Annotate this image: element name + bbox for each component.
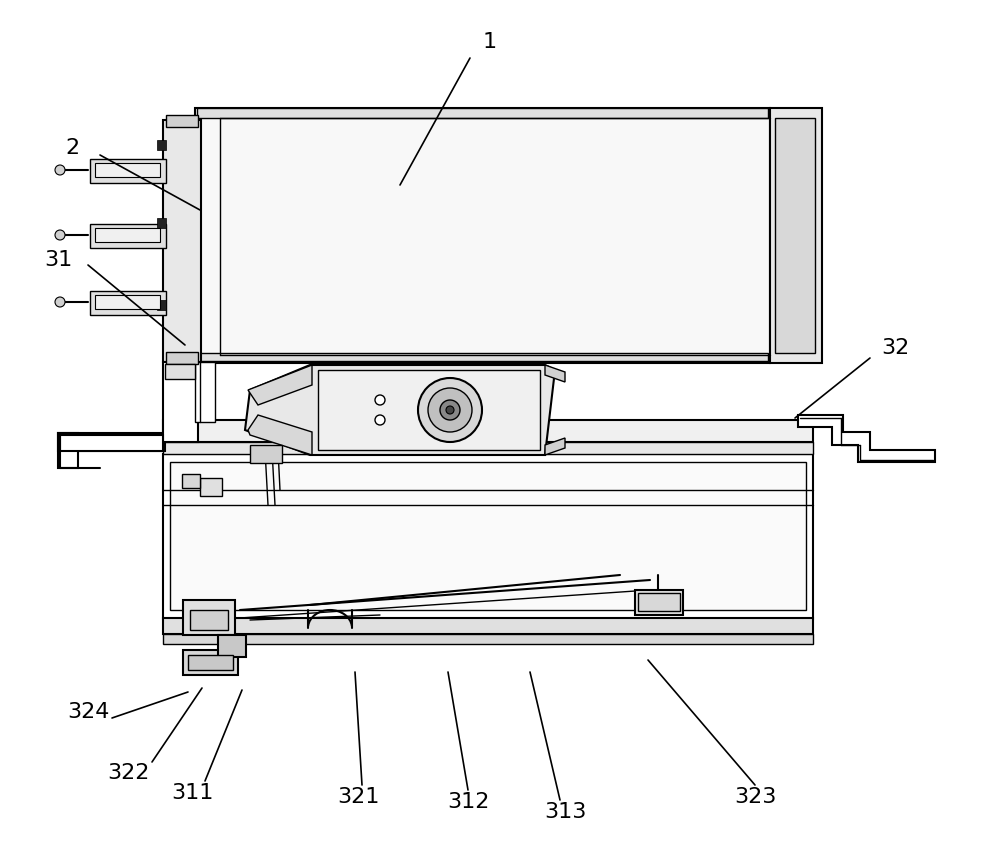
Text: 323: 323 (734, 787, 776, 807)
Bar (95, 228, 160, 242)
Bar (95, 295, 160, 309)
Text: 311: 311 (171, 783, 213, 803)
Bar (635, 590, 683, 615)
Bar (200, 478, 222, 496)
Bar (163, 442, 813, 454)
Polygon shape (545, 365, 565, 382)
Bar (157, 218, 166, 228)
Bar (218, 635, 246, 657)
Bar (197, 108, 768, 118)
Circle shape (375, 415, 385, 425)
Bar (157, 140, 166, 150)
Bar (183, 600, 235, 635)
Bar (195, 362, 215, 422)
Bar (190, 610, 228, 630)
Bar (183, 650, 238, 675)
Bar (163, 120, 201, 362)
Text: 321: 321 (337, 787, 379, 807)
Bar (188, 655, 233, 670)
Circle shape (55, 230, 65, 240)
Circle shape (446, 406, 454, 414)
Bar (182, 474, 200, 488)
Bar (58, 433, 78, 468)
Bar (90, 291, 166, 315)
Bar (165, 364, 195, 379)
Circle shape (418, 378, 482, 442)
Polygon shape (545, 438, 565, 455)
Text: 31: 31 (44, 250, 72, 270)
Bar (166, 352, 198, 364)
Text: 322: 322 (107, 763, 149, 783)
Polygon shape (245, 365, 555, 455)
Bar (166, 115, 198, 127)
Bar (60, 435, 163, 451)
Bar (775, 118, 815, 353)
Polygon shape (248, 365, 312, 405)
Bar (95, 163, 160, 177)
Bar (163, 454, 813, 619)
Text: 313: 313 (544, 802, 586, 822)
Text: 1: 1 (483, 32, 497, 52)
Circle shape (55, 297, 65, 307)
Text: 2: 2 (65, 138, 79, 158)
Polygon shape (798, 415, 935, 462)
Text: 324: 324 (67, 702, 109, 722)
Bar (770, 108, 822, 363)
Bar (195, 108, 770, 363)
Bar (58, 433, 165, 451)
Bar (163, 618, 813, 634)
Bar (250, 445, 282, 463)
Bar (197, 353, 768, 361)
Bar (163, 634, 813, 644)
Circle shape (440, 400, 460, 420)
Circle shape (55, 165, 65, 175)
Text: 312: 312 (447, 792, 489, 812)
Circle shape (375, 395, 385, 405)
Bar (170, 462, 806, 610)
Bar (157, 300, 166, 310)
Bar (90, 159, 166, 183)
Bar (163, 362, 198, 442)
Bar (638, 593, 680, 611)
Polygon shape (248, 415, 312, 455)
Bar (318, 370, 540, 450)
Bar (163, 420, 813, 442)
Circle shape (428, 388, 472, 432)
Bar (90, 224, 166, 248)
Text: 32: 32 (881, 338, 909, 358)
